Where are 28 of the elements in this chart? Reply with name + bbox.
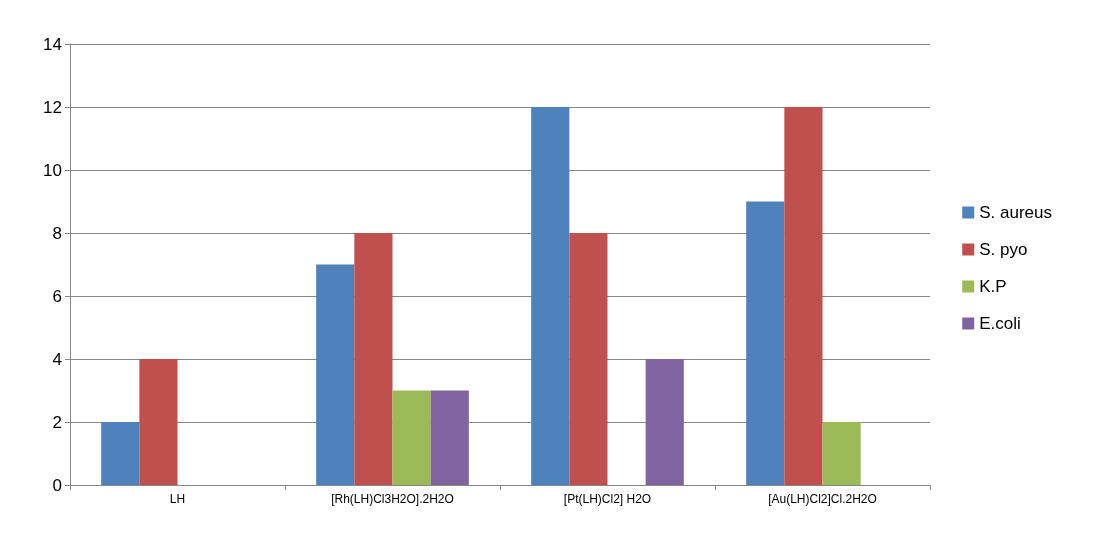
bar — [784, 107, 823, 485]
bar — [822, 422, 861, 485]
y-tick-label: 0 — [52, 475, 62, 495]
legend-label: S. pyo — [979, 240, 1028, 259]
y-tick-label: 10 — [43, 160, 62, 180]
y-tick-label: 2 — [52, 412, 62, 432]
bar — [316, 264, 355, 485]
bar — [746, 201, 785, 485]
bar — [101, 422, 140, 485]
y-tick-label: 4 — [52, 349, 62, 369]
x-tick-label: [Pt(LH)Cl2] H2O — [563, 492, 652, 506]
y-tick-label: 6 — [52, 286, 62, 306]
x-tick-label: LH — [169, 492, 186, 506]
y-tick-label: 12 — [43, 97, 62, 117]
bar — [569, 233, 608, 485]
legend-label: E.coli — [979, 314, 1021, 333]
bar — [430, 390, 469, 485]
y-tick-label: 8 — [52, 223, 62, 243]
bar — [392, 390, 431, 485]
bar — [645, 359, 684, 485]
legend-label: K.P — [979, 277, 1007, 296]
bar — [531, 107, 570, 485]
y-tick-label: 14 — [43, 34, 62, 54]
bar — [139, 359, 178, 485]
x-tick-label: [Rh(LH)Cl3H2O].2H2O — [331, 492, 454, 506]
x-tick-label: [Au(LH)Cl2]Cl.2H2O — [768, 492, 877, 506]
legend-label: S. aureus — [979, 203, 1052, 222]
bar — [354, 233, 393, 485]
